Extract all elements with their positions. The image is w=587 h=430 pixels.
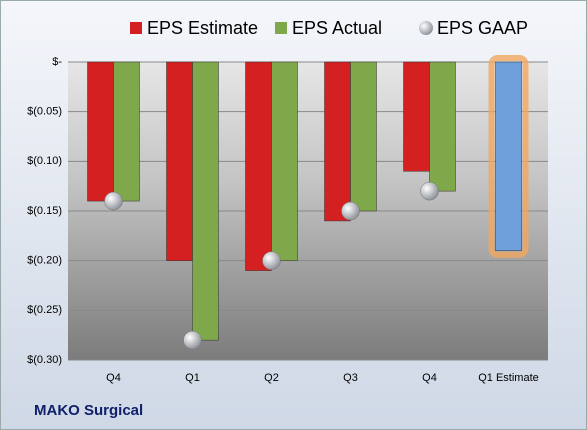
bar	[324, 61, 351, 222]
y-tick-label: $(0.10)	[27, 155, 62, 167]
legend-label: EPS GAAP	[437, 18, 528, 38]
bar	[403, 61, 430, 172]
point	[183, 330, 202, 350]
legend-label: EPS Estimate	[147, 18, 258, 38]
bar	[495, 61, 522, 251]
y-tick-label: $(0.20)	[27, 255, 62, 267]
x-tick-label: Q2	[264, 372, 279, 384]
bar	[113, 61, 140, 202]
point	[341, 201, 360, 221]
y-tick-label: $(0.30)	[27, 354, 62, 366]
caption: MAKO Surgical	[34, 402, 143, 419]
legend-label: EPS Actual	[292, 18, 382, 38]
bar	[192, 61, 219, 341]
bar	[350, 61, 377, 212]
legend-marker	[275, 22, 287, 34]
point	[420, 181, 439, 201]
legend-marker	[130, 22, 142, 34]
y-tick-label: $(0.25)	[27, 304, 62, 316]
legend-marker	[419, 21, 433, 35]
x-tick-label: Q1 Estimate	[478, 372, 539, 384]
x-tick-label: Q4	[106, 372, 121, 384]
bar	[271, 61, 298, 261]
bar-highlight	[488, 55, 529, 258]
point	[104, 191, 123, 211]
y-tick-label: $(0.15)	[27, 205, 62, 217]
y-tick-label: $(0.05)	[27, 106, 62, 118]
bar	[166, 61, 193, 261]
point	[262, 251, 281, 270]
y-tick-label: $-	[52, 56, 62, 68]
x-tick-label: Q3	[343, 372, 358, 384]
bar	[245, 61, 272, 271]
x-tick-label: Q1	[185, 372, 200, 384]
x-tick-label: Q4	[422, 372, 437, 384]
bar	[87, 61, 114, 202]
bar	[429, 61, 456, 192]
